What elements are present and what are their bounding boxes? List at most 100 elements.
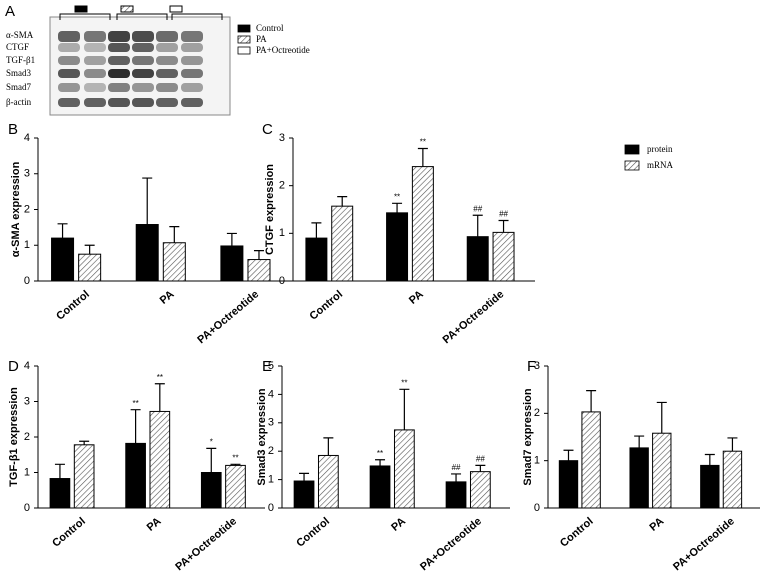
bar (466, 236, 489, 282)
bar (135, 224, 159, 282)
bar (78, 253, 102, 282)
error-bar (142, 177, 153, 225)
error-bar (704, 453, 715, 466)
error-bar (586, 390, 597, 412)
y-tick-label: 3 (279, 132, 285, 144)
bar (331, 205, 354, 282)
blot-row-label: β-actin (6, 97, 32, 107)
error-bar (392, 202, 403, 213)
blot-band (84, 98, 106, 107)
blot-band (132, 31, 154, 42)
blot-band (108, 83, 130, 92)
error-bar (727, 437, 738, 452)
x-tick-label: PA (389, 515, 408, 534)
panel-letter: F (527, 358, 536, 375)
y-tick-label: 4 (268, 388, 274, 400)
error-bar (130, 409, 141, 444)
bar (293, 480, 315, 509)
bar (393, 429, 415, 509)
y-tick-label: 3 (268, 417, 274, 429)
blot-band (58, 56, 80, 65)
significance-mark: ** (157, 373, 163, 382)
error-bar (206, 447, 217, 473)
bar (305, 237, 328, 282)
x-tick-label: PA+Octreotide (418, 515, 484, 573)
x-tick-label: Control (50, 515, 88, 549)
panel-letter: D (8, 358, 19, 375)
bar (629, 447, 649, 509)
y-axis-label: α-SMA expression (10, 161, 22, 257)
x-tick-label: PA (647, 515, 666, 534)
y-tick-label: 0 (268, 502, 274, 514)
lane-markers (59, 5, 223, 20)
y-tick-label: 2 (279, 180, 285, 192)
error-bar (57, 223, 68, 239)
bar (225, 464, 246, 509)
y-tick-label: 0 (279, 275, 285, 287)
x-tick-label: PA+Octreotide (195, 288, 261, 346)
bar (652, 432, 672, 509)
x-tick-label: Control (307, 288, 345, 322)
y-tick-label: 0 (534, 502, 540, 514)
legend-label: PA+Octreotide (256, 45, 310, 55)
bar (492, 231, 515, 282)
y-axis-label: CTGF expression (264, 164, 276, 255)
x-tick-label: Control (54, 288, 92, 322)
y-tick-label: 3 (534, 360, 540, 372)
blot-band (156, 83, 178, 92)
x-tick-label: PA+Octreotide (173, 515, 239, 573)
error-bar (451, 473, 462, 482)
error-bar (54, 463, 65, 479)
blot-row-label: Smad7 (6, 82, 32, 92)
y-tick-label: 4 (24, 132, 30, 144)
y-tick-label: 0 (24, 275, 30, 287)
significance-mark: ** (394, 192, 400, 201)
blot-band (108, 56, 130, 65)
bar (51, 237, 75, 282)
significance-mark: ## (499, 210, 508, 219)
legend-swatch (237, 46, 251, 55)
blot-band (58, 43, 80, 52)
error-bar (417, 147, 428, 167)
bar (73, 444, 95, 509)
y-tick-label: 3 (24, 395, 30, 407)
bar (469, 471, 491, 509)
x-tick-label: PA (158, 288, 177, 307)
error-bar (498, 219, 509, 233)
blot-band (181, 43, 203, 52)
legend-label: PA (256, 34, 267, 44)
y-tick-label: 1 (24, 239, 30, 251)
bar (386, 212, 409, 282)
significance-mark: ** (420, 138, 426, 147)
blot-band (156, 56, 178, 65)
y-tick-label: 0 (24, 502, 30, 514)
legend-label: Control (256, 23, 284, 33)
y-tick-label: 2 (24, 203, 30, 215)
y-axis-label: Smad7 expression (522, 388, 534, 485)
x-tick-label: Control (558, 515, 596, 549)
significance-mark: ## (476, 455, 485, 464)
y-tick-label: 2 (268, 445, 274, 457)
y-tick-label: 1 (268, 474, 274, 486)
y-tick-label: 2 (534, 407, 540, 419)
error-bar (311, 222, 322, 239)
legend-label: mRNA (647, 160, 674, 170)
y-axis-label: TGF-β1 expression (8, 387, 20, 487)
significance-mark: ** (232, 453, 238, 462)
y-tick-label: 3 (24, 168, 30, 180)
bar (411, 166, 434, 282)
panel-letter: E (262, 358, 272, 375)
bar (200, 472, 222, 509)
blot-band (132, 98, 154, 107)
y-tick-label: 1 (534, 455, 540, 467)
bar (722, 450, 743, 509)
blot-band (84, 69, 106, 78)
error-bar (563, 449, 574, 461)
error-bar (84, 244, 95, 255)
blot-band (108, 69, 130, 78)
significance-mark: ** (132, 399, 138, 408)
x-tick-label: Control (294, 515, 332, 549)
blot-band (58, 98, 80, 107)
blot-band (181, 56, 203, 65)
bar (247, 259, 271, 282)
